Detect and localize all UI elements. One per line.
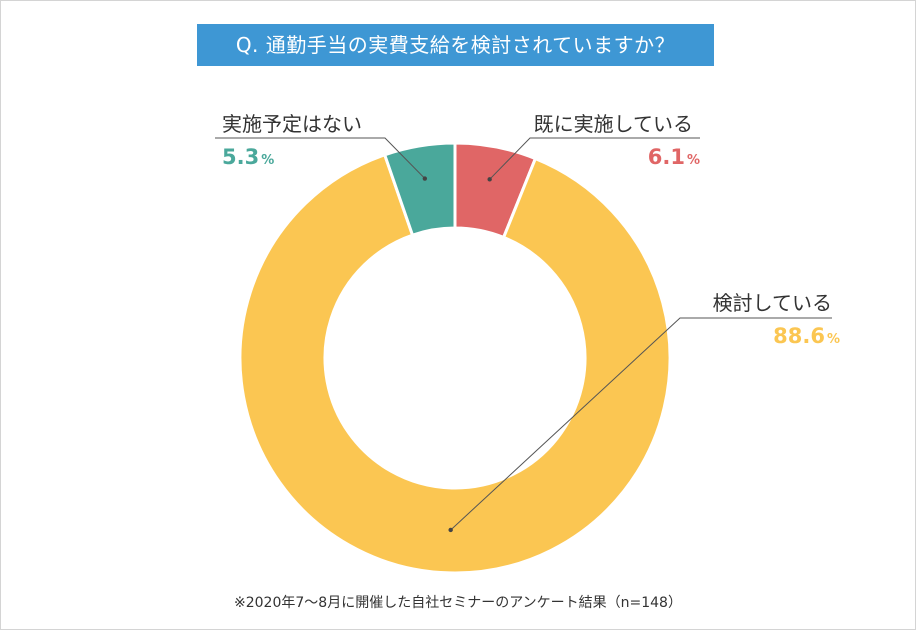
percent-unit: % <box>687 153 700 168</box>
slice-label: 検討している <box>713 291 832 315</box>
slice-value-number: 6.1 <box>648 145 685 169</box>
leader-dot <box>487 177 492 182</box>
slice-value: 88.6% <box>773 324 840 348</box>
slice-value-number: 88.6 <box>773 324 825 348</box>
question-header: Q. 通勤手当の実費支給を検討されていますか？ <box>197 24 714 66</box>
leader-line <box>450 317 832 531</box>
slice-value: 6.1% <box>648 145 700 169</box>
slice-label: 実施予定はない <box>222 112 362 136</box>
percent-unit: % <box>827 332 840 347</box>
leader-dot <box>448 527 453 533</box>
leader-dot <box>422 176 428 181</box>
footnote: ※2020年7～8月に開催した自社セミナーのアンケート結果（n=148） <box>234 595 682 611</box>
percent-unit: % <box>261 153 274 168</box>
slice-value: 5.3% <box>222 145 274 169</box>
leader-line <box>489 137 700 180</box>
slice-label: 既に実施している <box>534 112 693 136</box>
donut-slice <box>238 152 672 575</box>
slice-value-number: 5.3 <box>222 145 259 169</box>
donut-slice <box>382 141 457 238</box>
leader-line <box>215 137 426 179</box>
